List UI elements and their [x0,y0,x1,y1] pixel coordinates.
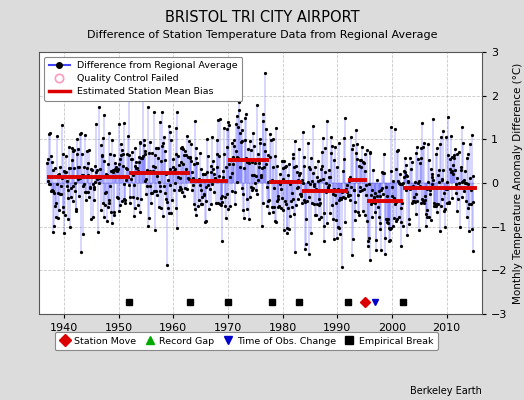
Text: Difference of Station Temperature Data from Regional Average: Difference of Station Temperature Data f… [87,30,437,40]
Y-axis label: Monthly Temperature Anomaly Difference (°C): Monthly Temperature Anomaly Difference (… [513,62,523,304]
Text: BRISTOL TRI CITY AIRPORT: BRISTOL TRI CITY AIRPORT [165,10,359,25]
Legend: Station Move, Record Gap, Time of Obs. Change, Empirical Break: Station Move, Record Gap, Time of Obs. C… [54,332,438,350]
Text: Berkeley Earth: Berkeley Earth [410,386,482,396]
Legend: Difference from Regional Average, Quality Control Failed, Estimated Station Mean: Difference from Regional Average, Qualit… [44,57,243,101]
